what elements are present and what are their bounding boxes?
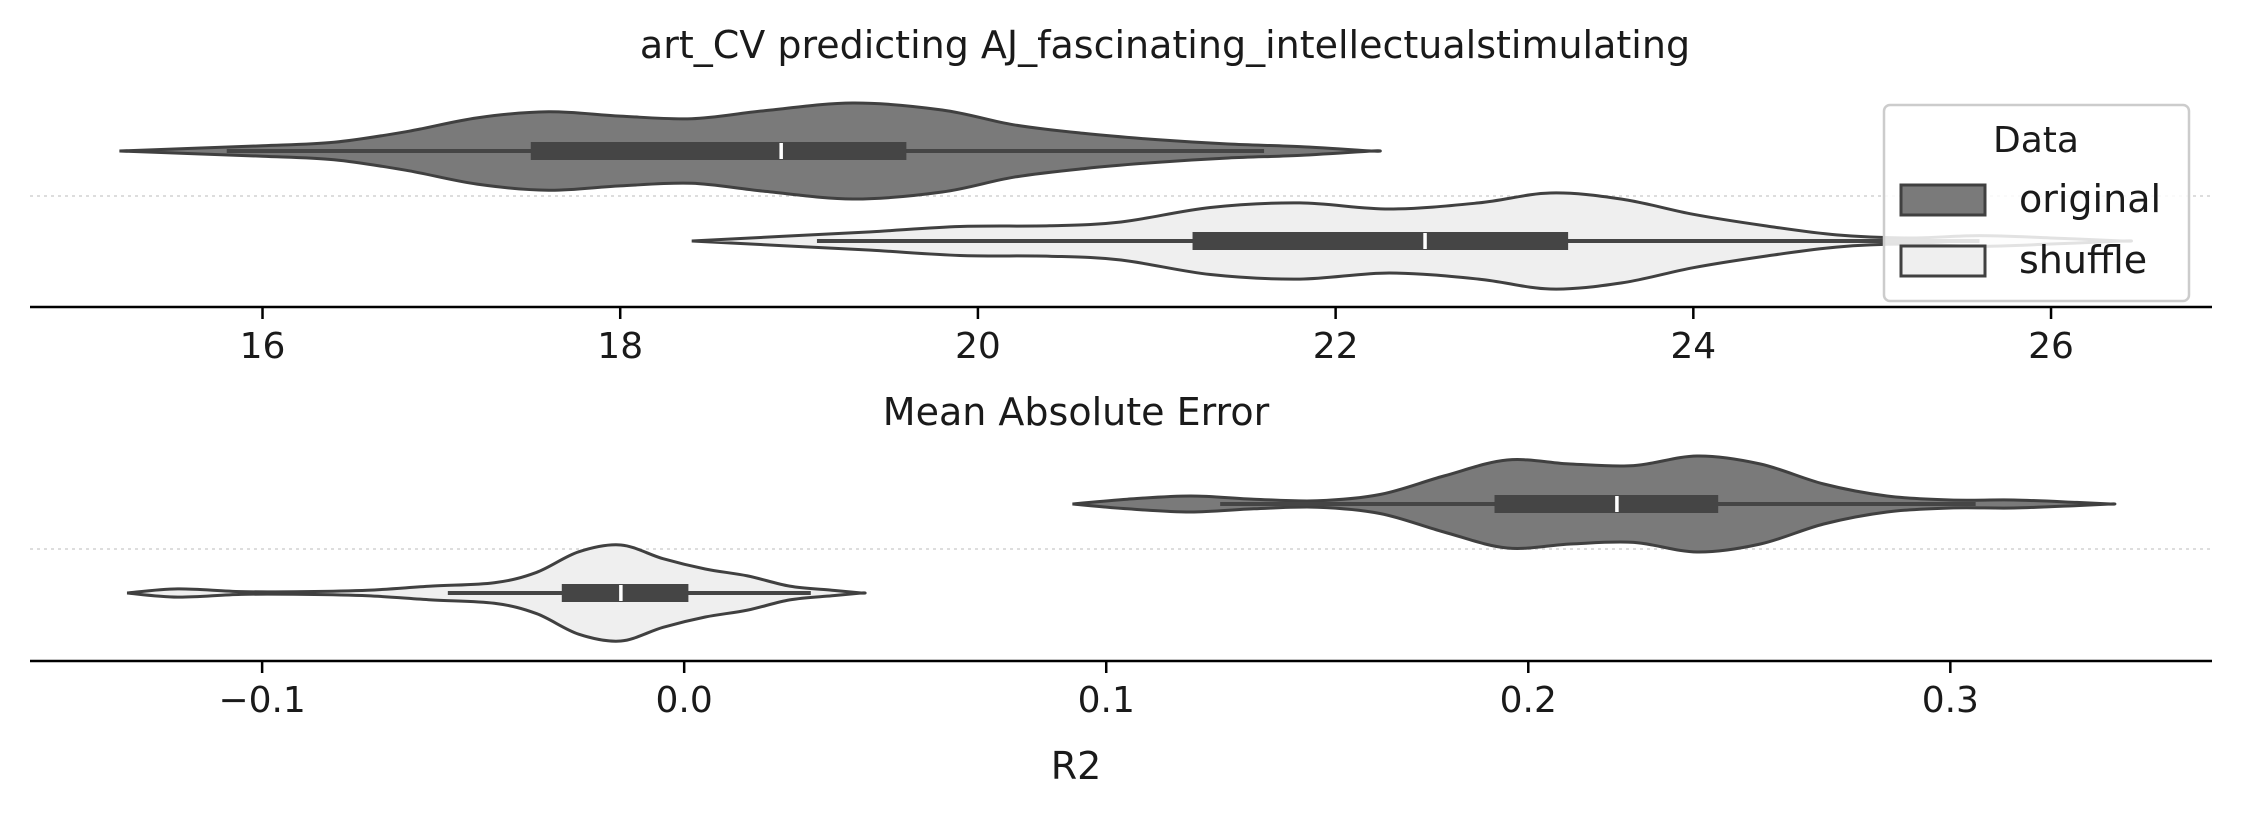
- x-tick-label: 22: [1313, 326, 1359, 367]
- iqr-box-original: [530, 142, 907, 160]
- x-tick-label: 18: [597, 326, 643, 367]
- x-tick-label: −0.1: [218, 680, 305, 721]
- iqr-box-shuffle: [561, 584, 689, 602]
- legend: Data original shuffle: [1882, 103, 2191, 303]
- x-axis-label: Mean Absolute Error: [883, 390, 1270, 434]
- x-tick-label: 0.2: [1500, 680, 1557, 721]
- legend-title: Data: [1993, 120, 2079, 161]
- x-tick-label: 20: [955, 326, 1001, 367]
- x-axis-label: R2: [1051, 744, 1102, 788]
- iqr-box-shuffle: [1192, 232, 1569, 250]
- legend-label-original: original: [2019, 177, 2161, 221]
- x-tick-label: 0.0: [656, 680, 713, 721]
- iqr-box-original: [1494, 495, 1719, 513]
- x-tick-label: 0.3: [1922, 680, 1979, 721]
- panel-mae: 16 18 20 22 24 26 Mean Absolute Error: [30, 101, 2212, 434]
- x-tick-label: 24: [1670, 326, 1716, 367]
- legend-label-shuffle: shuffle: [2019, 238, 2147, 282]
- panel-r2: −0.1 0.0 0.1 0.2 0.3 R2: [30, 454, 2212, 788]
- x-tick-label: 26: [2028, 326, 2074, 367]
- legend-swatch-shuffle: [1899, 244, 1987, 278]
- x-tick-label: 0.1: [1078, 680, 1135, 721]
- x-tick-label: 16: [240, 326, 286, 367]
- chart-title: art_CV predicting AJ_fascinating_intelle…: [640, 23, 1690, 67]
- legend-swatch-original: [1899, 183, 1987, 217]
